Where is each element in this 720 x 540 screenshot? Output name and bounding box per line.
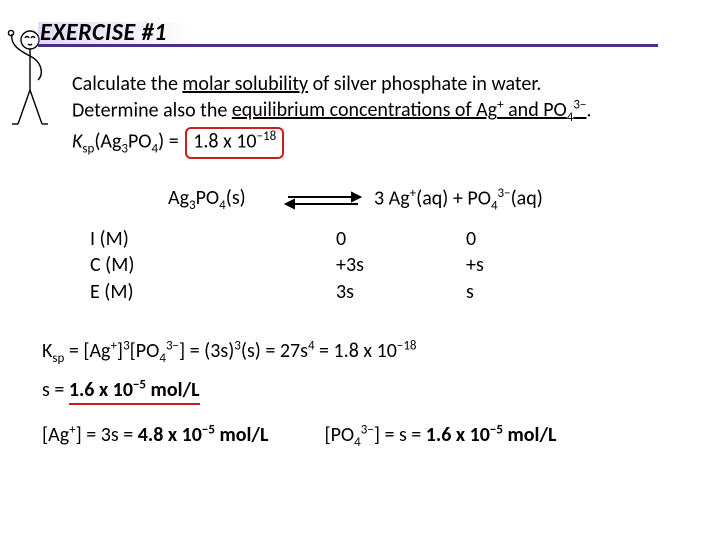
result-highlight: 1.6 x 10−5 mol/L (69, 378, 200, 405)
text: (s) (226, 186, 246, 210)
text: PO (196, 186, 220, 210)
calculation-block: Ksp = [Ag+]3[PO43−] = (3s)3(s) = 27s4 = … (42, 336, 692, 453)
sup: −18 (257, 129, 277, 144)
text: Determine also the (72, 98, 232, 122)
ksp-expression-line: Ksp = [Ag+]3[PO43−] = (3s)3(s) = 27s4 = … (42, 336, 692, 369)
ice-column-ag: 0 +3s 3s (336, 226, 364, 305)
sub: 4 (159, 351, 166, 366)
sub: sp (52, 351, 64, 366)
ice-value: 3s (336, 279, 364, 305)
text: (aq) (511, 187, 543, 211)
prompt-line3: Ksp(Ag3PO4) = 1.8 x 10−18 (72, 127, 692, 159)
equilibrium-arrow-icon (284, 190, 362, 210)
text: (Ag (94, 130, 121, 154)
header: EXERCISE #1 (40, 18, 680, 47)
ice-row-labels: I (M) C (M) E (M) (90, 226, 134, 305)
text: and PO (504, 98, 567, 122)
sup: −5 (133, 377, 146, 392)
text: 4.8 x 10 (138, 423, 202, 447)
sup: 3− (573, 98, 586, 113)
text: K (72, 130, 82, 154)
ag-concentration: [Ag+] = 3s = 4.8 x 10−5 mol/L (42, 420, 268, 453)
sup: 3− (361, 422, 374, 437)
text: = [Ag (64, 339, 110, 363)
text: of silver phosphate in water. (308, 72, 541, 96)
exercise-title: EXERCISE #1 (40, 18, 680, 47)
sup: −18 (397, 338, 417, 353)
equation-lhs: Ag3PO4(s) (168, 186, 246, 213)
text-underlined: molar solubility (182, 72, 308, 96)
text: ] = 3s = (76, 423, 138, 447)
text: ] = (3s) (179, 339, 234, 363)
sub: 4 (354, 435, 361, 450)
sup: −5 (202, 422, 215, 437)
sub: 4 (219, 198, 226, 213)
ice-column-po4: 0 +s s (466, 226, 484, 305)
sub: 3 (121, 142, 128, 157)
ice-change-label: C (M) (90, 252, 134, 278)
sup: 3 (123, 338, 130, 353)
text: = 1.8 x 10 (315, 339, 397, 363)
text: 1.8 x 10 (193, 130, 256, 154)
text: [PO (130, 339, 160, 363)
problem-text: Calculate the molar solubility of silver… (72, 72, 692, 159)
result-bold: 1.6 x 10−5 mol/L (426, 423, 557, 447)
text: ] = s = (374, 423, 426, 447)
ice-value: +3s (336, 252, 364, 278)
text: [PO (324, 423, 354, 447)
text-underlined: equilibrium concentrations of Ag+ and PO… (232, 98, 587, 122)
text: mol/L (215, 423, 269, 447)
ice-value: +s (466, 252, 484, 278)
text: 3 Ag (374, 187, 410, 211)
sup: 4 (308, 338, 315, 353)
text: 1.6 x 10 (69, 378, 133, 402)
po4-concentration: [PO43−] = s = 1.6 x 10−5 mol/L (324, 420, 556, 453)
ice-initial-label: I (M) (90, 226, 134, 252)
text: mol/L (146, 378, 200, 402)
prompt-line1: Calculate the molar solubility of silver… (72, 72, 692, 98)
ice-value: 0 (466, 226, 484, 252)
text: . (586, 98, 591, 122)
sub: 3 (189, 198, 196, 213)
text: Calculate the (72, 72, 182, 96)
result-bold: 4.8 x 10−5 mol/L (138, 423, 269, 447)
text: (aq) + PO (416, 187, 491, 211)
ksp-box: 1.8 x 10−18 (185, 127, 284, 159)
text: mol/L (503, 423, 557, 447)
text: K (42, 339, 52, 363)
ice-value: s (466, 279, 484, 305)
sub: sp (82, 142, 94, 157)
equation-rhs: 3 Ag+(aq) + PO43−(aq) (374, 186, 543, 214)
text: s = (42, 378, 69, 402)
ice-value: 0 (336, 226, 364, 252)
prompt-line2: Determine also the equilibrium concentra… (72, 98, 692, 127)
ice-equilibrium-label: E (M) (90, 279, 134, 305)
text: [Ag (42, 423, 69, 447)
concentration-results-line: [Ag+] = 3s = 4.8 x 10−5 mol/L [PO43−] = … (42, 420, 692, 453)
text: 1.6 x 10 (426, 423, 490, 447)
sup: 3 (234, 338, 241, 353)
solubility-result-line: s = 1.6 x 10−5 mol/L (42, 375, 692, 406)
text: PO (128, 130, 152, 154)
sup: −5 (490, 422, 503, 437)
text: ) = (158, 130, 183, 154)
text: (s) = 27s (241, 339, 308, 363)
text: Ag (168, 186, 189, 210)
sup: 3− (166, 338, 179, 353)
text: equilibrium concentrations of Ag (232, 98, 497, 122)
sub: 4 (491, 199, 498, 214)
sup: 3− (498, 186, 511, 201)
